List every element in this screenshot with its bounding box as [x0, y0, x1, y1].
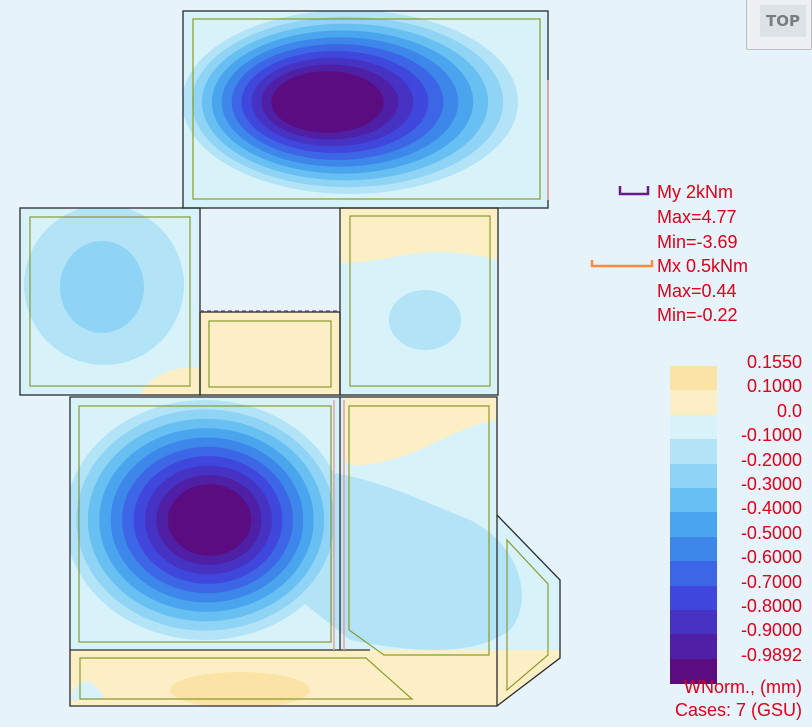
contour-lobe: [300, 470, 522, 650]
legend-level-label: -0.8000: [740, 596, 802, 616]
legend-level-label: -0.7000: [740, 571, 802, 592]
moment-info-line: Min=-0.22: [657, 305, 738, 325]
legend-swatch: [670, 366, 717, 391]
my-scale-icon: [618, 186, 650, 196]
slab-panel-right: [340, 208, 498, 395]
moment-info-line: My 2kNm: [657, 182, 733, 202]
contour-band: [271, 71, 384, 133]
moment-info-line: Mx 0.5kNm: [657, 256, 749, 276]
legend-level-label: 0.1550: [746, 352, 802, 372]
legend-level-label: -0.4000: [740, 498, 802, 519]
view-cube-label: TOP: [760, 5, 806, 37]
moment-symbols: [590, 186, 654, 268]
slab-outlines: [19, 10, 561, 707]
contour-band: [167, 484, 252, 556]
wall-markers: [333, 80, 549, 650]
legend-level-label: -0.5000: [740, 522, 802, 543]
legend-swatch: [670, 512, 717, 538]
legend-swatch: [670, 536, 717, 562]
legend-swatch: [670, 634, 717, 660]
slab-panel-left: [20, 208, 200, 395]
legend-level-label: -0.9000: [740, 620, 802, 641]
slab-inner-edges: [29, 18, 549, 700]
legend-swatch: [670, 585, 717, 611]
view-cube-top[interactable]: TOP: [746, 0, 812, 50]
slab-panel-middle-small: [200, 312, 340, 395]
legend-swatch: [670, 658, 717, 684]
legend-level-label: 0.0: [776, 400, 802, 421]
legend-level-label: -0.3000: [740, 474, 802, 494]
legend-level-label: -0.6000: [740, 547, 802, 568]
legend-level-label: -0.9892: [740, 644, 802, 665]
legend-swatch: [670, 488, 717, 513]
legend-swatch: [670, 414, 717, 440]
legend-level-label: 0.1000: [746, 376, 802, 397]
legend-swatch: [670, 439, 717, 465]
legend-level-label: -0.2000: [740, 449, 802, 470]
moment-info-line: Min=-3.69: [657, 232, 738, 252]
legend-swatch: [670, 610, 717, 635]
moment-info-line: Max=0.44: [657, 281, 737, 301]
mx-scale-icon: [590, 260, 654, 268]
legend-cases: Cases: 7 (GSU): [674, 700, 802, 720]
legend-swatch: [670, 390, 717, 416]
slab-panel-bottom: [70, 397, 560, 706]
legend-swatch: [670, 463, 717, 489]
moment-info-line: Max=4.77: [657, 207, 737, 227]
slab-panel-top: [183, 11, 548, 208]
legend-level-label: -0.1000: [740, 425, 802, 446]
legend-swatch: [670, 561, 717, 587]
legend-quantity: WNorm., (mm): [684, 677, 802, 697]
